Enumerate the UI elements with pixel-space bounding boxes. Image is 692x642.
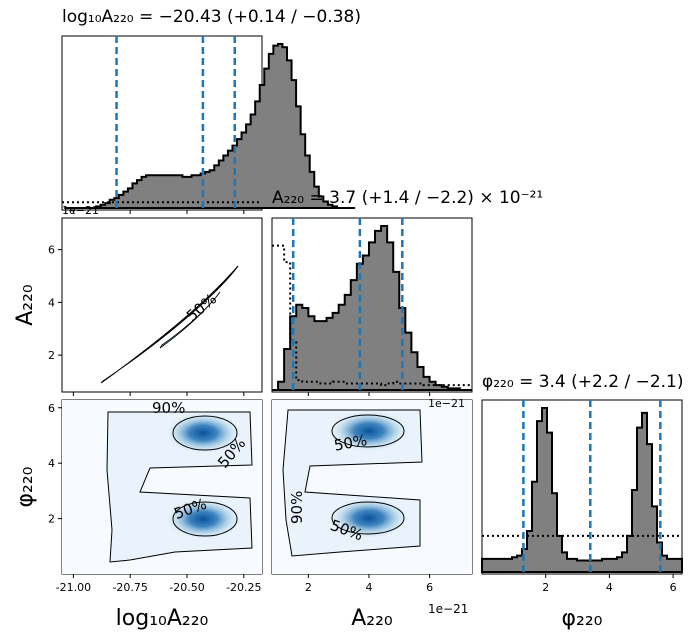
- histogram-phi: [481, 400, 683, 574]
- density-blob-upper-A-phi: [327, 409, 411, 453]
- y-tick-label: 2: [48, 349, 55, 362]
- density-blob-lower-A-phi: [327, 496, 411, 540]
- contour-label-50-upper-A-phi: 50%: [333, 431, 369, 455]
- contour-50-lower-A-phi: [331, 501, 405, 535]
- x-tick-label: 2: [305, 581, 312, 594]
- contour-50-ridge: [159, 291, 221, 349]
- density-blob-upper-logA-phi: [163, 411, 243, 455]
- contour-90-ridge: [100, 265, 239, 384]
- offset-text-top: 1e−21: [62, 204, 99, 217]
- joint-A-phi: 50% 50% 90%: [272, 400, 472, 574]
- offset-text-bottom: 1e−21: [428, 602, 468, 616]
- contour-50-lower-logA-phi: [172, 501, 238, 537]
- offset-text-mid: 1e−21: [428, 397, 465, 410]
- title-A: A₂₂₀ = 3.7 (+1.4 / −2.2) × 10⁻²¹: [272, 188, 543, 208]
- y-tick-label: 6: [48, 402, 55, 415]
- x-tick-label: -20.25: [226, 581, 261, 594]
- x-tick-label: 2: [542, 581, 549, 594]
- x-tick-label: 6: [426, 581, 433, 594]
- y-tick-label: 6: [48, 244, 55, 257]
- histogram-A: [272, 218, 472, 392]
- ylabel-phi: φ₂₂₀: [13, 466, 38, 507]
- posterior-histogram: [64, 43, 356, 209]
- xlabel-phi: φ₂₂₀: [562, 606, 603, 631]
- x-tick-label: 4: [606, 581, 613, 594]
- x-tick-label: 4: [365, 581, 372, 594]
- x-tick-label: -20.50: [169, 581, 204, 594]
- density-blob-lower-logA-phi: [163, 497, 243, 541]
- title-logA: log₁₀A₂₂₀ = −20.43 (+0.14 / −0.38): [62, 7, 361, 27]
- contour-50-upper-A-phi: [331, 414, 405, 448]
- y-tick-label: 2: [48, 513, 55, 526]
- joint-logA-phi: 90% 50% 50%: [62, 399, 262, 574]
- contour-50-upper-logA-phi: [172, 415, 238, 451]
- ylabel-A: A₂₂₀: [13, 284, 38, 326]
- x-tick-label: 6: [670, 581, 677, 594]
- posterior-histogram: [481, 407, 683, 573]
- contour-label-90-A-phi: 90%: [288, 491, 306, 524]
- contour-label-90-logA-phi: 90%: [152, 399, 185, 417]
- y-tick-label: 4: [48, 296, 55, 309]
- x-tick-label: -20.75: [112, 581, 147, 594]
- xlabel-logA: log₁₀A₂₂₀: [116, 606, 209, 631]
- xlabel-A: A₂₂₀: [351, 606, 393, 631]
- y-tick-label: 4: [48, 457, 55, 470]
- axis-ticks: -21.00 -20.75 -20.50 -20.25 2 4 6 2 4 6 2 4 6 2 4 6: [48, 210, 677, 594]
- prior-histogram: [272, 244, 472, 387]
- panel-joint-logA-A: [61, 217, 263, 393]
- title-phi: φ₂₂₀ = 3.4 (+2.2 / −2.1): [482, 372, 684, 392]
- histogram-logA: [62, 36, 356, 210]
- posterior-histogram: [272, 225, 472, 391]
- x-tick-label: -21.00: [56, 581, 91, 594]
